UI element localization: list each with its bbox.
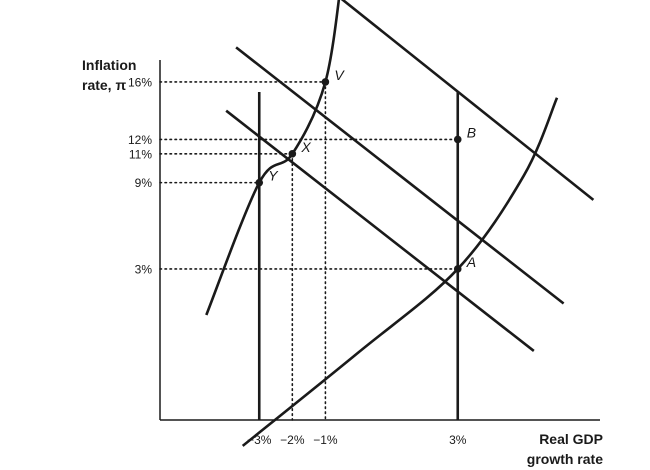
y-tick-label: 11% xyxy=(129,147,152,161)
x-tick-label: −1% xyxy=(313,433,338,447)
x-tick-label: −3% xyxy=(247,433,272,447)
point-label-b: B xyxy=(467,124,476,140)
series-curve-left xyxy=(205,0,341,316)
y-tick-label: 9% xyxy=(135,176,153,190)
dotted-guides xyxy=(159,81,459,421)
series-ad-mid xyxy=(235,46,565,305)
point-a xyxy=(453,265,462,273)
series-ad-low xyxy=(225,109,535,352)
vertical-lines xyxy=(257,92,460,420)
point-v xyxy=(321,78,330,86)
y-tick-label: 12% xyxy=(128,133,152,147)
y-tick-label: 16% xyxy=(128,75,152,89)
point-b xyxy=(453,135,462,144)
intersection-points: V B X Y A xyxy=(255,67,476,273)
point-label-y: Y xyxy=(268,168,279,184)
x-tick-label: 3% xyxy=(449,433,467,447)
x-axis-title-line1: Real GDP xyxy=(539,431,603,447)
axes xyxy=(159,60,600,421)
series-ad-upper xyxy=(340,0,595,201)
y-axis-title-line2: rate, π xyxy=(82,77,126,93)
x-tick-labels: −3% −2% −1% 3% xyxy=(247,433,467,447)
x-tick-label: −2% xyxy=(280,433,305,447)
y-axis-title-line1: Inflation xyxy=(82,57,136,73)
y-tick-label: 3% xyxy=(135,262,153,276)
point-label-x: X xyxy=(300,139,311,155)
series-lines xyxy=(205,0,595,447)
point-label-a: A xyxy=(466,254,476,270)
x-axis-title-line2: growth rate xyxy=(527,451,603,467)
point-y xyxy=(255,178,264,187)
y-tick-labels: 16% 12%11% 9% 3% xyxy=(128,75,152,276)
series-curve-right xyxy=(241,97,559,447)
point-x xyxy=(288,150,297,158)
point-label-v: V xyxy=(334,67,345,83)
